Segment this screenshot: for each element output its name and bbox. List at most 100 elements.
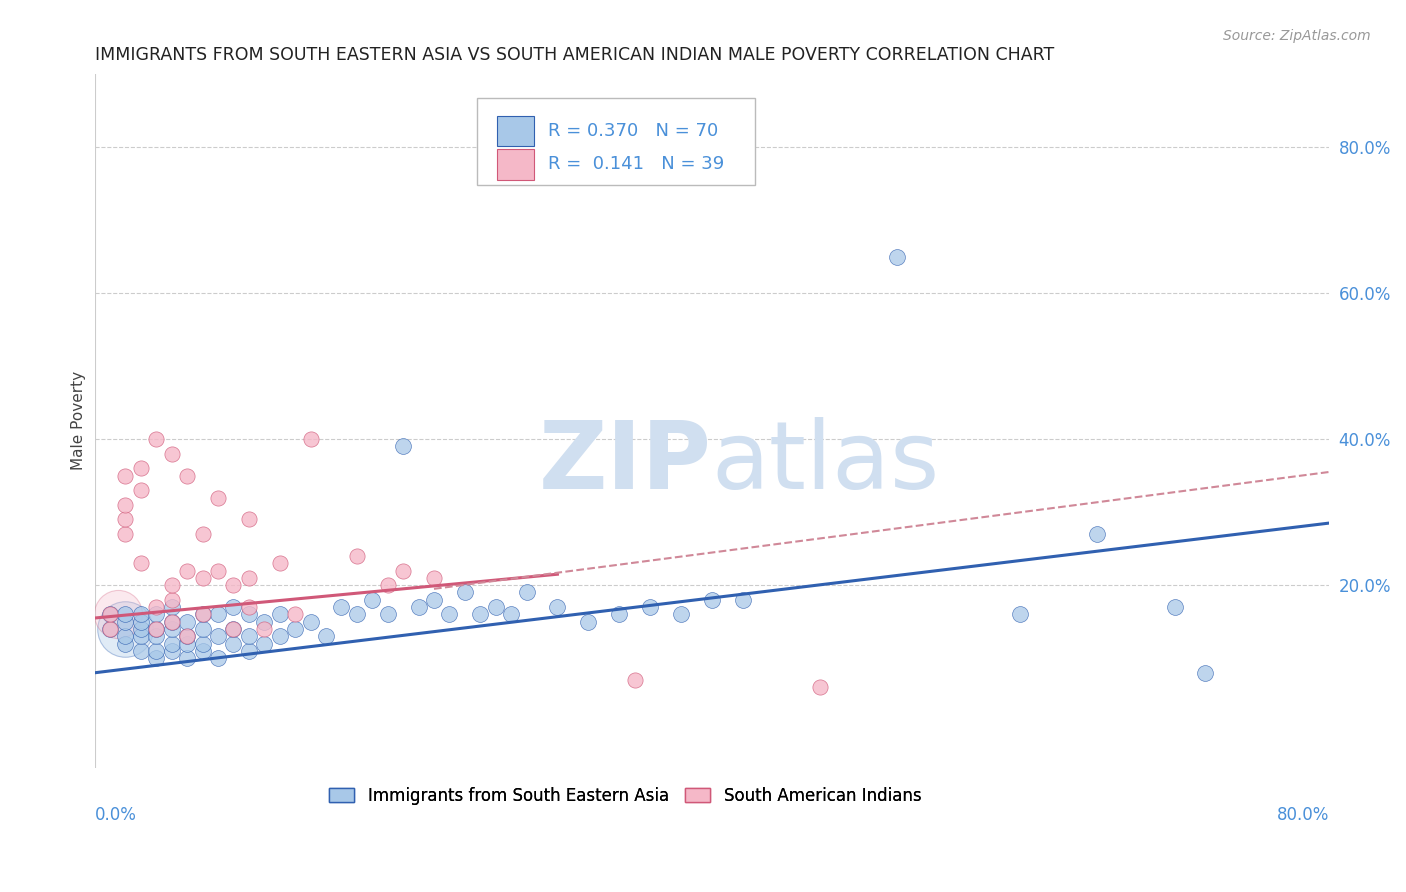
Point xyxy=(886,250,908,264)
Point xyxy=(284,622,307,636)
Point xyxy=(98,622,121,636)
Point xyxy=(546,600,568,615)
Point xyxy=(160,615,183,629)
Point xyxy=(160,622,183,636)
Point xyxy=(160,615,183,629)
Point xyxy=(269,556,291,570)
Point xyxy=(145,622,167,636)
Point xyxy=(129,629,152,643)
Point xyxy=(207,629,229,643)
Point xyxy=(238,607,260,622)
Point xyxy=(269,607,291,622)
Point xyxy=(238,512,260,526)
Point xyxy=(222,600,245,615)
Point xyxy=(423,571,446,585)
Point xyxy=(408,600,430,615)
Point xyxy=(485,600,508,615)
Point xyxy=(330,600,353,615)
Point xyxy=(1085,527,1108,541)
Point xyxy=(284,607,307,622)
Point xyxy=(145,651,167,665)
Point xyxy=(145,644,167,658)
Point xyxy=(377,578,399,592)
Point xyxy=(439,607,461,622)
Point xyxy=(470,607,492,622)
Point xyxy=(238,571,260,585)
Point xyxy=(454,585,477,599)
Legend: Immigrants from South Eastern Asia, South American Indians: Immigrants from South Eastern Asia, Sout… xyxy=(322,780,928,812)
Point xyxy=(700,592,723,607)
Point xyxy=(238,629,260,643)
Point xyxy=(207,607,229,622)
Text: R =  0.141   N = 39: R = 0.141 N = 39 xyxy=(547,155,724,173)
Point xyxy=(160,644,183,658)
Point xyxy=(129,483,152,498)
Text: R = 0.370   N = 70: R = 0.370 N = 70 xyxy=(547,122,718,140)
Point xyxy=(808,681,831,695)
Point xyxy=(222,622,245,636)
Text: Source: ZipAtlas.com: Source: ZipAtlas.com xyxy=(1223,29,1371,43)
Point xyxy=(623,673,645,687)
Point xyxy=(160,592,183,607)
Point xyxy=(160,637,183,651)
Point xyxy=(269,629,291,643)
Point xyxy=(346,549,368,563)
Point xyxy=(129,461,152,475)
Point xyxy=(160,447,183,461)
Point xyxy=(145,432,167,446)
Point xyxy=(222,622,245,636)
Point xyxy=(145,629,167,643)
Point xyxy=(361,592,384,607)
Point xyxy=(207,651,229,665)
FancyBboxPatch shape xyxy=(496,116,534,146)
Point xyxy=(191,622,214,636)
Point xyxy=(145,600,167,615)
Text: ZIP: ZIP xyxy=(538,417,711,508)
Point xyxy=(114,629,136,643)
Point xyxy=(114,512,136,526)
Point xyxy=(222,578,245,592)
Point xyxy=(731,592,754,607)
Point xyxy=(1010,607,1032,622)
FancyBboxPatch shape xyxy=(496,149,534,179)
Text: 0.0%: 0.0% xyxy=(94,805,136,824)
Point xyxy=(129,556,152,570)
Point xyxy=(114,622,136,636)
Text: IMMIGRANTS FROM SOUTH EASTERN ASIA VS SOUTH AMERICAN INDIAN MALE POVERTY CORRELA: IMMIGRANTS FROM SOUTH EASTERN ASIA VS SO… xyxy=(94,46,1055,64)
Point xyxy=(501,607,523,622)
Point xyxy=(98,607,121,622)
Point xyxy=(315,629,337,643)
Point xyxy=(176,651,198,665)
Point xyxy=(299,432,322,446)
Point xyxy=(176,468,198,483)
Point xyxy=(253,622,276,636)
Point xyxy=(129,615,152,629)
Point xyxy=(1194,665,1216,680)
Point xyxy=(207,491,229,505)
Point xyxy=(176,629,198,643)
Point xyxy=(98,622,121,636)
Point xyxy=(114,527,136,541)
Point xyxy=(114,637,136,651)
Point xyxy=(392,564,415,578)
Point xyxy=(238,644,260,658)
Point xyxy=(176,637,198,651)
Point xyxy=(222,637,245,651)
Point xyxy=(638,600,661,615)
Point xyxy=(191,607,214,622)
Point xyxy=(191,644,214,658)
Point xyxy=(129,607,152,622)
Point xyxy=(98,607,121,622)
Point xyxy=(346,607,368,622)
Y-axis label: Male Poverty: Male Poverty xyxy=(72,371,86,470)
Point xyxy=(253,637,276,651)
Point xyxy=(129,644,152,658)
Point xyxy=(191,607,214,622)
FancyBboxPatch shape xyxy=(477,98,755,185)
Point xyxy=(176,564,198,578)
Point xyxy=(114,498,136,512)
Point xyxy=(160,600,183,615)
Point xyxy=(145,622,167,636)
Point xyxy=(1163,600,1185,615)
Text: 80.0%: 80.0% xyxy=(1277,805,1329,824)
